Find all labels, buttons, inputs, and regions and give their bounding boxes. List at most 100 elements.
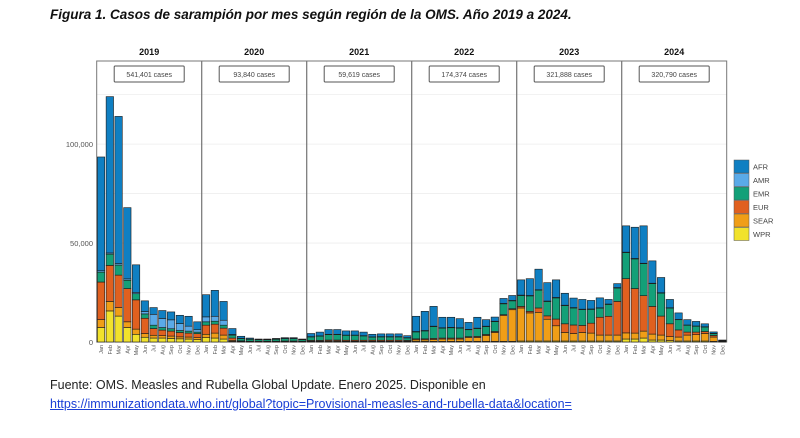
bar-segment-afr <box>622 225 631 253</box>
month-label: Apr <box>440 345 446 354</box>
bar-segment-emr <box>692 325 701 333</box>
bar-segment-sear <box>158 335 167 339</box>
bar-segment-emr <box>622 252 631 279</box>
source-link[interactable]: https://immunizationdata.who.int/global?… <box>50 397 572 411</box>
legend-label-emr: EMR <box>753 190 770 199</box>
bar-segment-afr <box>429 306 438 327</box>
bar-segment-sear <box>219 334 228 340</box>
month-label: Sep <box>379 345 385 355</box>
bar-segment-wpr <box>105 310 114 343</box>
y-tick-label: 0 <box>89 338 93 347</box>
bar-segment-eur <box>587 322 596 334</box>
bar-segment-afr <box>333 329 342 335</box>
legend-label-amr: AMR <box>753 176 770 185</box>
month-label: Dec <box>405 345 411 355</box>
bar-segment-amr <box>158 318 167 328</box>
month-label: Jan <box>204 345 210 354</box>
month-label: Sep <box>169 345 175 355</box>
bar-segment-amr <box>140 311 149 315</box>
month-label: Aug <box>160 345 166 355</box>
bar-segment-eur <box>105 265 114 302</box>
bar-segment-emr <box>569 307 578 326</box>
bar-segment-wpr <box>97 327 106 343</box>
bar-segment-emr <box>674 319 683 331</box>
bar-segment-afr <box>569 297 578 308</box>
month-label: Jul <box>572 345 578 352</box>
bar-segment-afr <box>280 337 289 339</box>
bar-segment-amr <box>149 313 158 326</box>
bar-segment-sear <box>114 307 123 317</box>
bar-segment-afr <box>272 338 281 340</box>
legend-swatch-wpr <box>733 227 750 241</box>
bar-segment-afr <box>420 311 429 331</box>
month-label: May <box>554 345 560 356</box>
bar-segment-eur <box>543 315 552 320</box>
bar-segment-eur <box>622 278 631 334</box>
bar-segment-emr <box>534 289 543 309</box>
bar-segment-sear <box>167 335 176 339</box>
month-label: Oct <box>598 345 604 354</box>
bar-segment-emr <box>368 336 377 341</box>
month-label: Jan <box>309 345 315 354</box>
month-label: Dec <box>615 345 621 355</box>
bar-segment-afr <box>648 260 657 284</box>
month-label: May <box>449 345 455 356</box>
bar-segment-emr <box>429 326 438 339</box>
total-cases-box <box>638 65 710 83</box>
bar-segment-sear <box>665 336 674 341</box>
bar-segment-sear <box>674 336 683 342</box>
month-label: Dec <box>510 345 516 355</box>
month-label: Jan <box>99 345 105 354</box>
bar-segment-afr <box>377 333 386 337</box>
bar-segment-sear <box>482 335 491 342</box>
month-label: Jan <box>414 345 420 354</box>
month-label: Apr <box>335 345 341 354</box>
bar-segment-afr <box>237 335 246 339</box>
bar-segment-sear <box>622 332 631 340</box>
month-label: Feb <box>423 345 429 354</box>
bar-segment-afr <box>455 318 464 329</box>
bar-segment-afr <box>123 207 132 280</box>
source-text: Fuente: OMS. Measles and Rubella Global … <box>50 378 486 392</box>
bar-segment-sear <box>473 337 482 342</box>
month-label: Jul <box>362 345 368 352</box>
bar-segment-wpr <box>167 338 176 343</box>
bar-segment-afr <box>342 330 351 336</box>
bar-segment-afr <box>473 316 482 329</box>
month-label: May <box>659 345 665 356</box>
month-label: Sep <box>694 345 700 355</box>
panel-frame <box>621 60 728 343</box>
bar-segment-eur <box>149 328 158 336</box>
bar-segment-sear <box>132 328 141 335</box>
month-label: Nov <box>292 345 298 355</box>
bar-segment-afr <box>228 328 237 335</box>
month-label: Sep <box>274 345 280 355</box>
total-cases-label: 321,888 cases <box>546 72 592 79</box>
bar-segment-sear <box>613 334 622 342</box>
bar-segment-afr <box>359 331 368 336</box>
bar-segment-sear <box>560 332 569 342</box>
bar-segment-sear <box>455 338 464 342</box>
bar-segment-eur <box>114 274 123 308</box>
legend-swatch-afr <box>733 159 750 174</box>
bar-segment-eur <box>210 323 219 334</box>
bar-segment-wpr <box>622 338 631 343</box>
bar-segment-emr <box>350 334 359 341</box>
bar-segment-sear <box>210 332 219 339</box>
bar-segment-emr <box>657 292 666 317</box>
bar-segment-afr <box>447 316 456 328</box>
bar-segment-emr <box>114 264 123 276</box>
month-label: Jan <box>624 345 630 354</box>
bar-segment-sear <box>499 315 508 342</box>
bar-segment-eur <box>202 324 211 335</box>
bar-segment-eur <box>132 299 141 330</box>
bar-segment-emr <box>587 309 596 324</box>
bar-segment-eur <box>569 324 578 334</box>
bar-segment-eur <box>657 315 666 336</box>
bar-segment-afr <box>219 301 228 321</box>
bar-segment-wpr <box>219 338 228 343</box>
bar-segment-emr <box>394 336 403 341</box>
bar-segment-emr <box>210 320 219 325</box>
bar-segment-afr <box>613 283 622 288</box>
